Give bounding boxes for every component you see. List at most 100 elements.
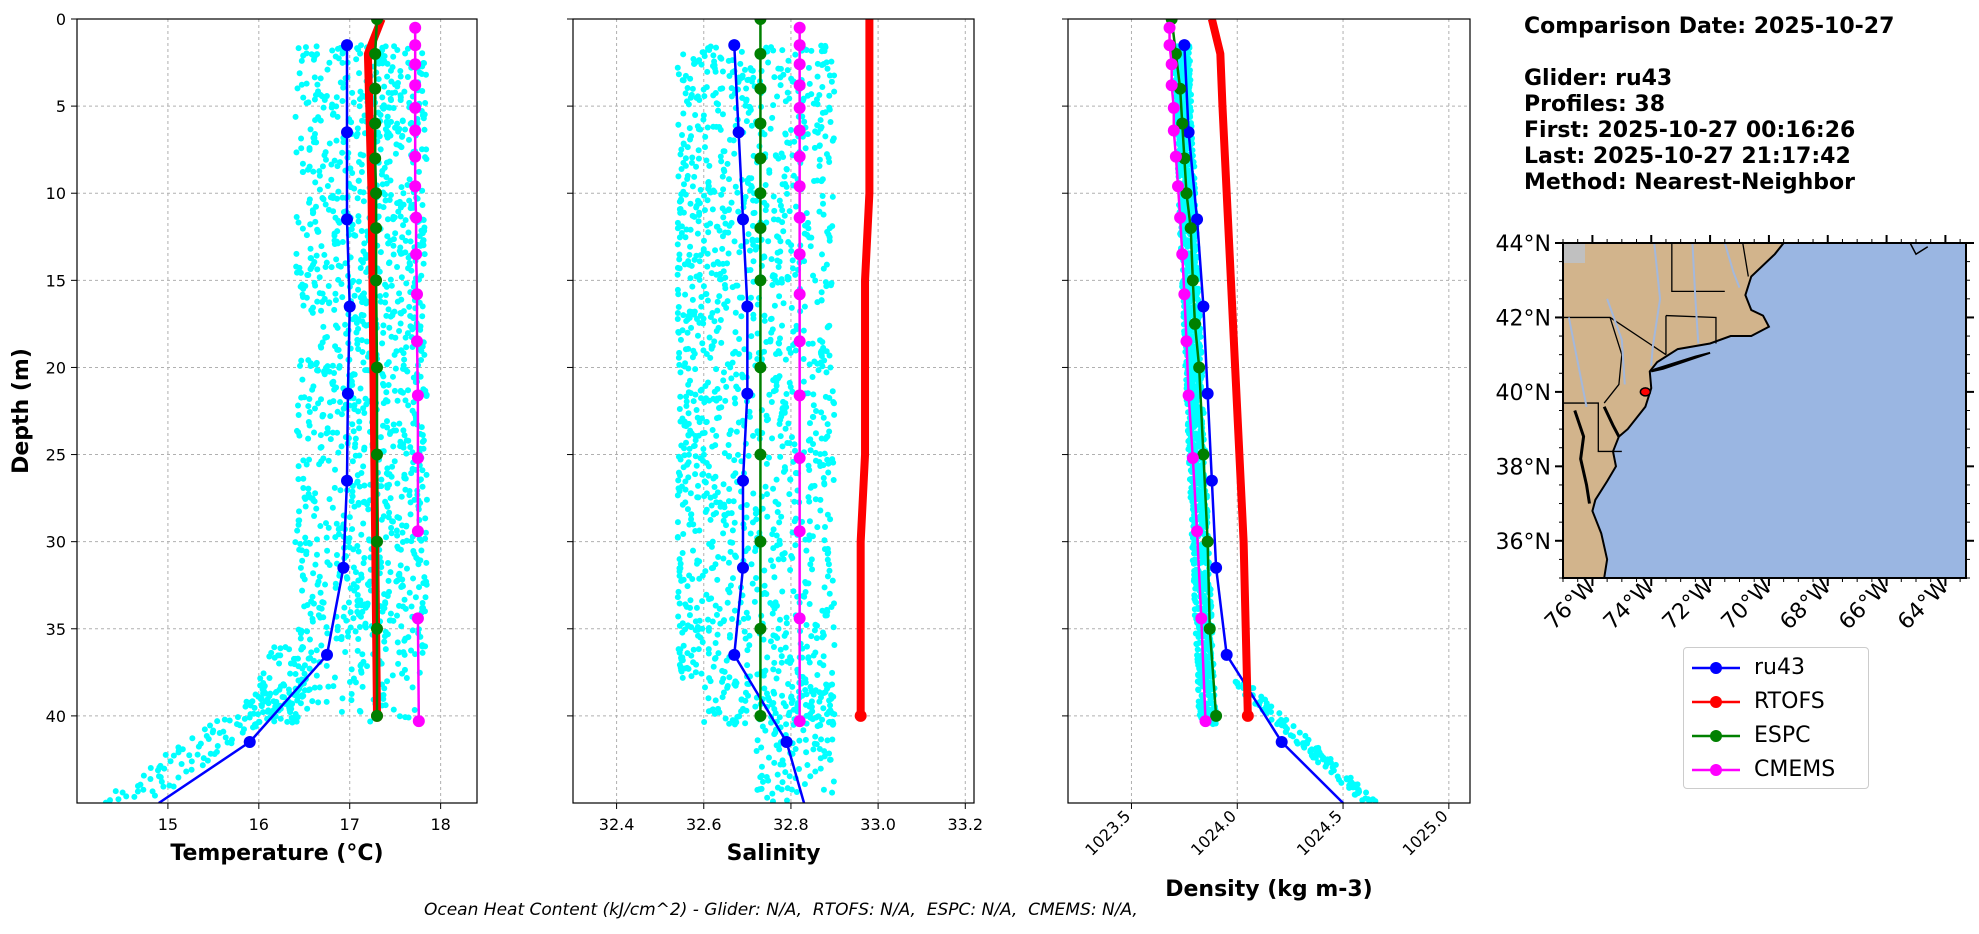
series-marker-cmems	[1186, 452, 1199, 465]
scatter-point	[719, 173, 726, 180]
scatter-point	[802, 536, 809, 543]
series-marker-espc	[754, 187, 767, 200]
scatter-point	[1195, 662, 1202, 669]
scatter-point	[678, 146, 685, 153]
scatter-point	[803, 621, 810, 628]
scatter-point	[381, 83, 388, 90]
scatter-point	[736, 335, 743, 342]
river	[1567, 317, 1588, 407]
scatter-point	[175, 774, 182, 781]
scatter-point	[826, 697, 833, 704]
scatter-point	[329, 192, 336, 199]
scatter-point	[780, 300, 787, 307]
scatter-point	[684, 506, 691, 513]
series-marker-cmems	[1163, 21, 1176, 34]
scatter-point	[420, 115, 427, 122]
x-tick-label: 33.0	[860, 815, 896, 834]
scatter-point	[687, 490, 694, 497]
scatter-point	[743, 118, 750, 125]
scatter-point	[356, 452, 363, 459]
scatter-point	[333, 635, 340, 642]
scatter-point	[325, 524, 332, 531]
scatter-point	[758, 744, 765, 751]
scatter-point	[1194, 646, 1201, 653]
scatter-point	[765, 238, 772, 245]
scatter-point	[355, 346, 362, 353]
scatter-point	[398, 133, 405, 140]
scatter-point	[793, 789, 800, 796]
scatter-point	[746, 413, 753, 420]
scatter-point	[390, 617, 397, 624]
scatter-point	[364, 501, 371, 508]
series-marker-cmems	[409, 39, 422, 52]
x-tick-label: 1023.5	[1081, 806, 1134, 859]
scatter-point	[1198, 348, 1205, 355]
scatter-point	[721, 450, 728, 457]
scatter-point	[776, 258, 783, 265]
scatter-point	[754, 586, 761, 593]
scatter-point	[675, 291, 682, 298]
scatter-point	[770, 193, 777, 200]
scatter-point	[719, 694, 726, 701]
scatter-point	[702, 133, 709, 140]
scatter-point	[323, 624, 330, 631]
scatter-point	[326, 399, 333, 406]
scatter-point	[675, 485, 682, 492]
scatter-point	[764, 654, 771, 661]
series-marker-espc	[754, 448, 767, 461]
scatter-point	[702, 568, 709, 575]
scatter-point	[818, 736, 825, 743]
series-marker-espc	[371, 448, 383, 461]
scatter-point	[800, 727, 807, 734]
scatter-point	[825, 154, 832, 161]
scatter-point	[678, 229, 685, 236]
axes-frame	[76, 18, 478, 804]
scatter-point	[695, 646, 702, 653]
scatter-point	[720, 377, 727, 384]
scatter-point	[298, 284, 305, 291]
scatter-point	[694, 230, 701, 237]
scatter-point	[716, 260, 723, 267]
scatter-point	[385, 130, 392, 137]
scatter-point	[689, 183, 696, 190]
scatter-point	[731, 457, 738, 464]
scatter-point	[703, 291, 710, 298]
scatter-point	[228, 736, 235, 743]
scatter-point	[676, 661, 683, 668]
scatter-point	[812, 649, 819, 656]
scatter-point	[801, 593, 808, 600]
scatter-point	[300, 52, 307, 59]
scatter-point	[777, 433, 784, 440]
scatter-point	[805, 494, 812, 501]
scatter-point	[396, 328, 403, 335]
scatter-point	[364, 663, 371, 670]
scatter-point	[1199, 554, 1206, 561]
scatter-point	[698, 395, 705, 402]
scatter-point	[690, 398, 697, 405]
scatter-point	[422, 535, 429, 542]
scatter-point	[806, 601, 813, 608]
scatter-point	[754, 356, 761, 363]
scatter-point	[397, 73, 404, 80]
scatter-point	[784, 439, 791, 446]
scatter-point	[690, 521, 697, 528]
scatter-point	[816, 208, 823, 215]
scatter-point	[808, 91, 815, 98]
scatter-point	[271, 718, 278, 725]
scatter-point	[399, 576, 406, 583]
scatter-point	[674, 594, 681, 601]
scatter-point	[716, 605, 723, 612]
scatter-point	[819, 716, 826, 723]
scatter-point	[1192, 266, 1199, 273]
scatter-point	[830, 459, 837, 466]
scatter-point	[692, 391, 699, 398]
scatter-point	[297, 541, 304, 548]
scatter-point	[700, 470, 707, 477]
scatter-point	[419, 303, 426, 310]
scatter-point	[728, 510, 735, 517]
scatter-point	[408, 647, 415, 654]
scatter-point	[761, 312, 768, 319]
scatter-point	[701, 719, 708, 726]
scatter-point	[698, 61, 705, 68]
scatter-point	[750, 197, 757, 204]
